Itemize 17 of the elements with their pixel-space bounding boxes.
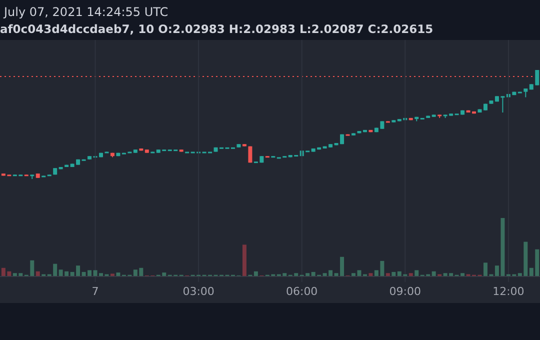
- bar: [414, 270, 419, 276]
- bar: [368, 273, 373, 276]
- x-tick-label: 09:00: [389, 285, 421, 298]
- bar: [432, 271, 436, 276]
- x-tick-label: 06:00: [286, 285, 318, 298]
- bar: [116, 272, 120, 276]
- bar: [408, 273, 413, 276]
- x-tick-label: 12:00: [492, 285, 524, 298]
- bar: [242, 244, 246, 276]
- bar: [392, 272, 396, 276]
- bar: [386, 273, 390, 276]
- x-tick-label: 7: [92, 285, 99, 298]
- chart-subtitle: af0c043d4dccdaeb7, 10 O:2.02983 H:2.02983 L:2.02087 C:2.02615: [0, 22, 434, 36]
- chart-title: July 07, 2021 14:24:55 UTC: [3, 5, 168, 19]
- bar: [254, 271, 258, 276]
- bar: [36, 271, 40, 276]
- x-tick-label: 03:00: [182, 285, 214, 298]
